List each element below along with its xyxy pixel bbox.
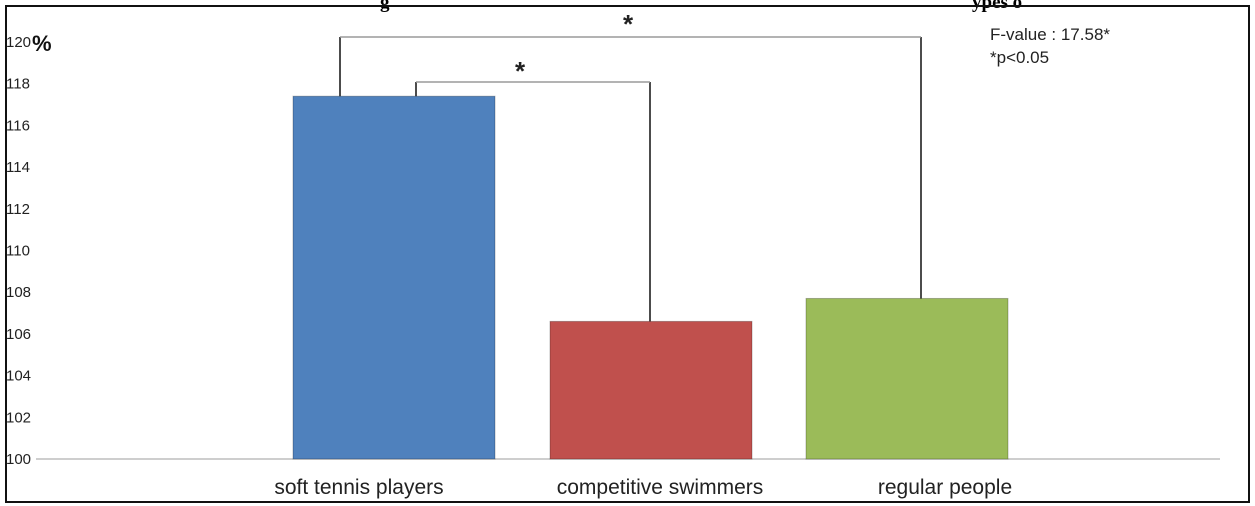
chart-border xyxy=(5,5,1250,503)
y-tick-label: 114 xyxy=(6,159,30,176)
y-axis-ticks: 100 102 104 106 108 110 112 114 116 118 120 xyxy=(6,34,31,468)
significance-star: * xyxy=(515,56,526,86)
y-tick-label: 120 xyxy=(6,34,31,51)
y-tick-label: 100 xyxy=(6,451,31,468)
y-tick-label: 102 xyxy=(6,409,31,426)
x-axis-categories: soft tennis players competitive swimmers r… xyxy=(274,476,1012,499)
bar-competitive-swimmers xyxy=(549,320,753,460)
significance-star: * xyxy=(623,9,634,39)
y-tick-label: 116 xyxy=(6,117,30,134)
y-tick-label: 118 xyxy=(6,76,30,93)
y-tick-label: 106 xyxy=(6,326,31,343)
bar-regular-people xyxy=(805,297,1009,460)
y-tick-label: 108 xyxy=(6,284,31,301)
y-tick-label: 110 xyxy=(6,243,30,260)
y-axis-unit-label: % xyxy=(32,31,52,56)
f-value-annotation: F-value : 17.58* xyxy=(990,25,1110,44)
x-category-label: soft tennis players xyxy=(274,476,443,499)
bars xyxy=(292,95,1009,460)
bar-soft-tennis-players xyxy=(292,95,496,460)
p-value-note: *p<0.05 xyxy=(990,48,1049,67)
significance-brackets: ** xyxy=(339,9,922,322)
x-category-label: regular people xyxy=(878,476,1012,499)
y-tick-label: 112 xyxy=(6,201,30,218)
x-category-label: competitive swimmers xyxy=(557,476,764,499)
y-tick-label: 104 xyxy=(6,368,31,385)
